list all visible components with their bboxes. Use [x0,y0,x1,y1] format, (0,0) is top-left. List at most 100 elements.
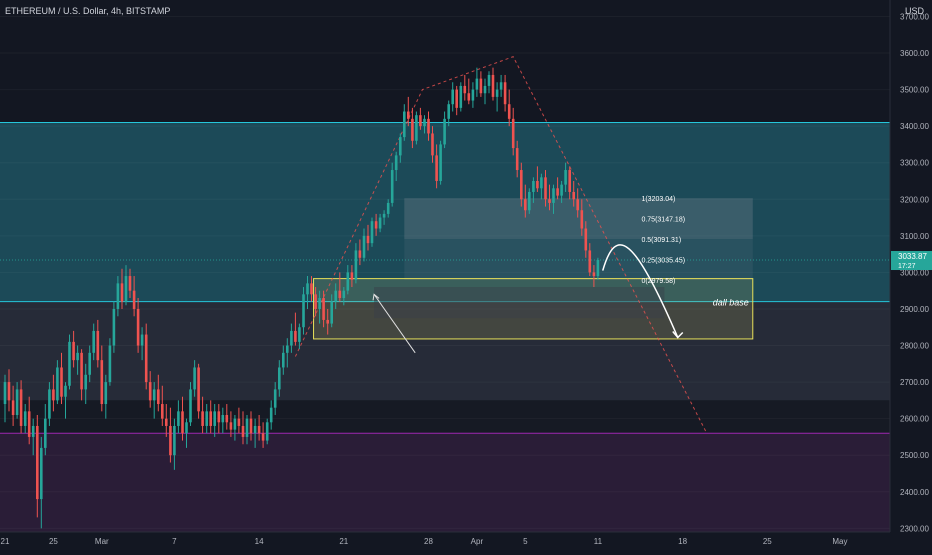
candle-body [261,433,265,441]
candle-body [249,418,253,434]
candle-body [447,104,451,119]
candle [225,404,229,430]
candle-body [213,411,216,426]
candle-body [205,411,209,426]
candle [378,213,382,233]
candle [423,115,426,134]
candle-body [43,418,47,448]
candle [209,400,212,434]
candle [596,257,600,280]
candle-body [463,85,467,94]
candle [213,404,216,437]
candle-body [217,411,221,423]
candle [366,224,370,251]
candle [201,396,204,434]
candle [394,151,398,181]
candle [330,294,333,328]
candle [507,89,511,127]
candle [459,82,463,112]
candle [431,126,434,163]
price-axis[interactable] [890,0,932,550]
candle [592,265,596,288]
candle-body [68,341,71,386]
candle [511,107,515,156]
candle [403,104,406,141]
candle-body [483,85,487,94]
candle-body [507,104,511,119]
candle-body [479,78,483,94]
candle-body [88,352,91,375]
candle [11,385,15,426]
candle [411,107,414,149]
fib-box-lower [404,239,753,280]
candle-body [390,170,394,203]
candle-body [209,411,212,426]
candle-body [439,144,442,181]
candle-body [544,177,547,200]
candle [181,396,184,441]
price-tick-label: 3400.00 [900,122,929,131]
candle-body [282,352,285,368]
candle-body [269,407,273,423]
candle [120,268,124,309]
candle-body [124,276,128,302]
candle [370,217,374,247]
candle-body [15,389,19,415]
candle-body [181,411,184,434]
candle [104,374,108,419]
candle-body [294,330,297,342]
candle [76,345,79,375]
candle-body [346,272,350,291]
candle-body [116,283,120,309]
candle [173,418,176,470]
candle [584,221,588,258]
fib-level-label: 0.75(3147.18) [641,217,685,224]
candle-body [201,411,204,426]
candle-body [193,367,196,390]
candle-body [314,294,317,309]
candle-body [560,184,563,196]
candle-body [56,367,59,401]
candle-body [455,89,458,108]
candle [326,308,330,335]
price-tick-label: 3600.00 [900,49,929,58]
time-tick-label: 25 [763,537,772,546]
candle [314,287,317,317]
candle [265,418,269,445]
candle [427,111,430,141]
time-axis[interactable] [0,532,932,550]
time-tick-label: 5 [523,537,528,546]
candle [503,74,507,112]
candle [471,82,475,108]
candle [491,67,495,101]
price-tick-label: 2400.00 [900,488,929,497]
candle-body [467,93,471,101]
candle-body [278,367,281,390]
candle [358,239,362,266]
base-box[interactable] [313,278,754,340]
candle-body [185,422,188,434]
candle-body [148,382,152,401]
candle [36,414,39,518]
candle-body [487,74,491,86]
candle [346,265,350,295]
candle-body [471,89,475,101]
candle [568,166,572,200]
candle [302,287,305,335]
candle-body [475,78,479,90]
candle-body [237,418,241,426]
candle [177,400,180,434]
candle-body [572,191,575,200]
candle [419,107,422,130]
candle-body [330,301,333,324]
candle [124,265,128,306]
candle [237,407,241,434]
price-tick-label: 2800.00 [900,342,929,351]
price-tick-label: 2900.00 [900,305,929,314]
price-tick-label: 2500.00 [900,451,929,460]
candle [435,144,438,189]
candle [499,74,503,97]
candle-body [423,118,426,127]
